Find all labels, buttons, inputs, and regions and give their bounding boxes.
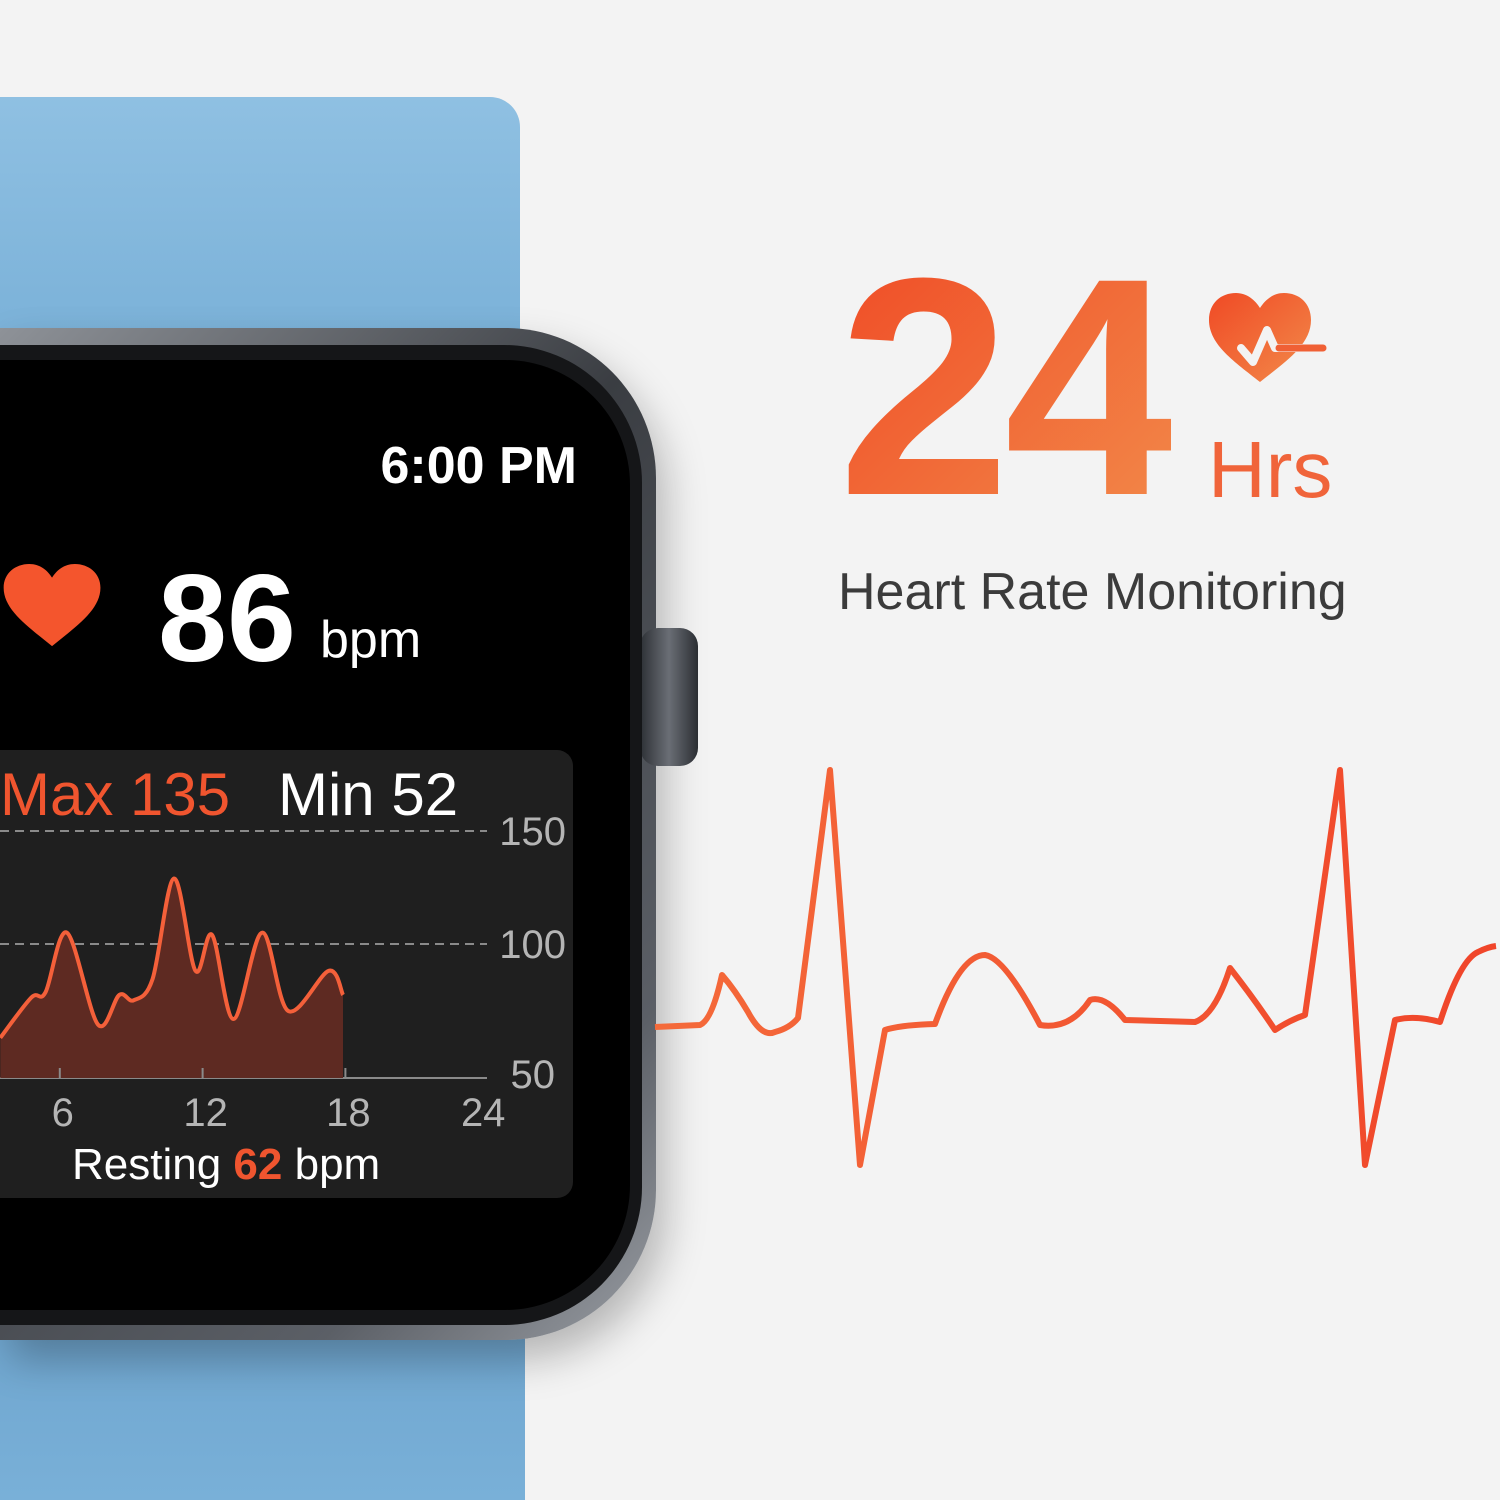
watch-crown-button[interactable] bbox=[640, 628, 698, 766]
heart-rate-chart-panel[interactable] bbox=[0, 750, 573, 1198]
heart-rate-unit: bpm bbox=[320, 611, 422, 669]
resting-value: 62 bbox=[233, 1140, 283, 1189]
watch-time: 6:00 PM bbox=[380, 437, 577, 495]
chart-area bbox=[0, 878, 344, 1078]
feature-title: Heart Rate Monitoring bbox=[838, 563, 1347, 621]
hours-number: 24 bbox=[838, 213, 1177, 560]
resting-heart-rate: Resting 62 bpm bbox=[72, 1140, 380, 1190]
hours-unit: Hrs bbox=[1208, 425, 1333, 514]
x-tick-label: 12 bbox=[183, 1091, 228, 1135]
resting-label: Resting bbox=[72, 1140, 222, 1189]
heart-icon bbox=[3, 563, 101, 647]
max-heart-rate: Max 135 bbox=[0, 761, 231, 828]
heart-rate-value: 86 bbox=[158, 550, 296, 688]
chart-line bbox=[0, 876, 345, 1040]
x-tick-label: 18 bbox=[326, 1091, 371, 1135]
y-tick-label: 100 bbox=[499, 923, 566, 967]
heart-pulse-icon bbox=[1209, 293, 1327, 382]
y-tick-label: 150 bbox=[499, 810, 566, 854]
y-tick-label: 50 bbox=[511, 1053, 556, 1097]
x-tick-label: 6 bbox=[52, 1091, 74, 1135]
resting-unit: bpm bbox=[294, 1140, 381, 1189]
min-heart-rate: Min 52 bbox=[278, 761, 459, 828]
x-tick-label: 24 bbox=[461, 1091, 506, 1135]
